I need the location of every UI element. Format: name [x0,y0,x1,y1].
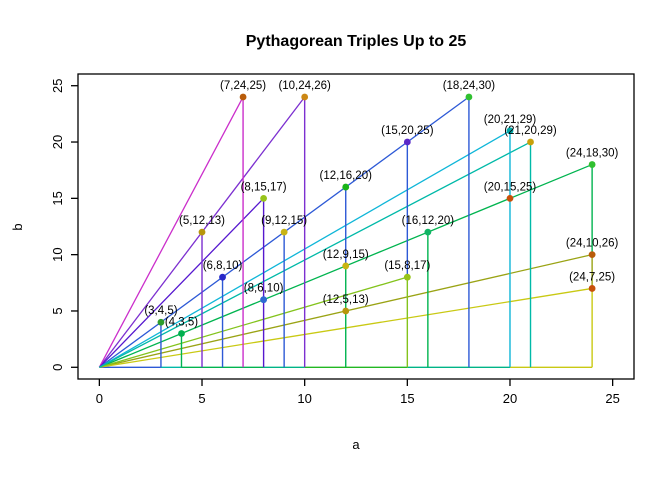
data-points [157,93,596,337]
data-point-label: (10,24,26) [278,80,331,92]
data-point-label: (16,12,20) [402,215,455,227]
data-point [342,183,350,191]
data-point [403,138,411,146]
y-axis-title: b [10,223,25,230]
data-point-label: (15,8,17) [384,260,430,272]
data-point [506,127,514,135]
data-point-label: (24,7,25) [569,271,615,283]
data-point-label: (12,16,20) [320,170,373,182]
data-point [588,161,596,168]
data-point [219,273,226,281]
data-point-label: (6,8,10) [203,260,243,272]
data-point [198,228,206,236]
data-point-label: (15,20,25) [381,125,434,137]
hypotenuse-ray [98,197,265,368]
data-point [588,251,596,259]
hypotenuse-ray [99,141,531,368]
data-point [239,93,247,101]
data-point [506,194,514,202]
vertical-segments [160,96,593,368]
x-tick-label: 25 [605,391,619,406]
data-point [260,194,268,202]
x-axis-title: a [352,437,360,452]
data-point-label: (3,4,5) [144,305,177,317]
y-tick-label: 20 [50,135,65,149]
x-tick-label: 10 [297,391,311,406]
point-labels: (3,4,5)(4,3,5) (5,12,13) (6,8,10) (7,24,25)… [144,80,618,329]
data-point-label: (21,20,29) [504,125,557,137]
y-tick-label: 15 [50,191,65,205]
data-point [280,228,288,236]
data-point [342,262,350,270]
chart-title: Pythagorean Triples Up to 25 [246,33,467,50]
x-tick-label: 5 [198,391,205,406]
data-point-label: (24,10,26) [566,238,619,250]
data-point [301,93,309,101]
y-tick-label: 10 [50,247,65,261]
data-point-label: (9,12,15) [261,215,307,227]
x-tick-label: 20 [503,391,517,406]
hypotenuse-ray [98,96,244,368]
data-point-label: (7,24,25) [220,80,266,92]
y-tick-label: 25 [50,78,65,92]
x-tick-label: 15 [400,391,414,406]
data-point [178,330,185,337]
data-point [157,318,165,326]
data-point [588,285,596,292]
data-point-label: (20,21,29) [484,114,537,126]
data-point [527,138,534,146]
axes: 0 5 10 15 20 25 0 5 10 15 20 25 [50,73,635,406]
data-point-label: (18,24,30) [443,80,496,92]
data-point-label: (4,3,5) [165,316,198,328]
plot-border [77,73,635,380]
hypotenuse-ray [99,276,408,368]
data-point [465,93,473,101]
data-point [260,296,268,304]
y-tick-label: 5 [50,307,65,314]
data-point [342,307,350,315]
data-point-label: (12,5,13) [323,294,369,306]
data-point-label: (8,6,10) [244,283,284,295]
data-point-label: (8,15,17) [241,181,287,193]
x-tick-label: 0 [96,391,103,406]
data-point-label: (5,12,13) [179,215,225,227]
data-point-label: (12,9,15) [323,249,369,261]
data-point-label: (24,18,30) [566,148,619,160]
y-tick-label: 0 [50,364,65,371]
data-point [403,273,411,281]
data-point-label: (20,15,25) [484,181,537,193]
data-point [424,228,432,236]
